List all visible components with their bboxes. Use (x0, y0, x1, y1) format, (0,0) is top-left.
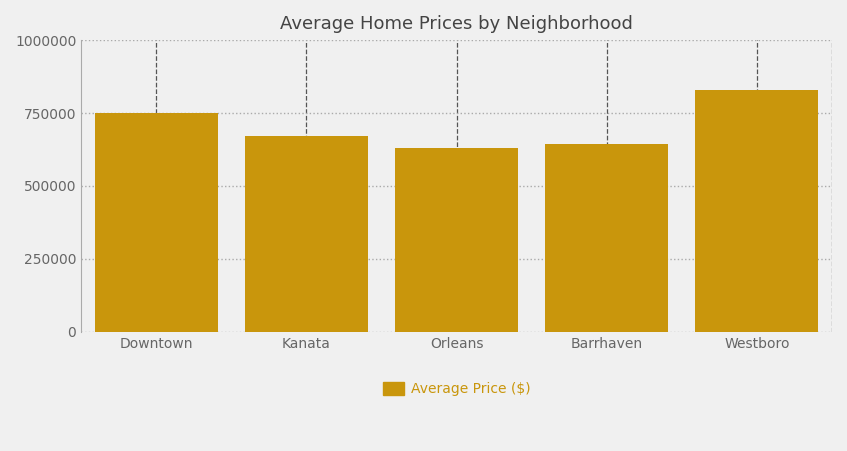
Bar (245, 136, 368, 332)
Bar (95, 113, 218, 332)
Bar (395, 148, 518, 332)
Title: Average Home Prices by Neighborhood: Average Home Prices by Neighborhood (280, 15, 633, 33)
Legend: Average Price ($): Average Price ($) (378, 377, 536, 402)
Bar (545, 143, 668, 332)
Bar (695, 90, 818, 332)
